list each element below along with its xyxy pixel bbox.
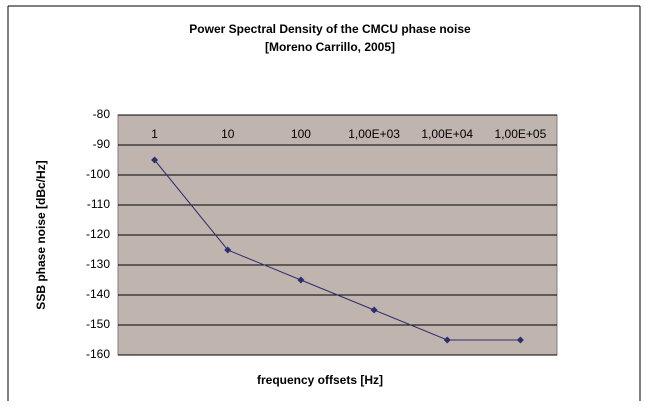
- marker: [443, 336, 451, 344]
- x-tick-label: 100: [291, 127, 311, 141]
- x-tick-label: 10: [221, 127, 235, 141]
- y-tick-label: -140: [86, 287, 110, 301]
- series-line: [154, 159, 521, 341]
- chart-title: Power Spectral Density of the CMCU phase…: [189, 22, 471, 36]
- marker: [370, 306, 378, 314]
- y-tick-label: -150: [86, 317, 110, 331]
- x-tick-label: 1,00E+04: [421, 127, 473, 141]
- y-tick-label: -130: [86, 257, 110, 271]
- marker: [224, 246, 232, 254]
- x-axis-label: frequency offsets [Hz]: [257, 373, 383, 387]
- y-axis-label: SSB phase noise [dBc/Hz]: [34, 160, 48, 309]
- y-tick-label: -160: [86, 347, 110, 361]
- x-tick-label: 1: [151, 127, 158, 141]
- y-tick-label: -110: [87, 197, 110, 211]
- x-tick-label: 1,00E+05: [495, 127, 547, 141]
- y-tick-label: -100: [86, 167, 110, 181]
- y-tick-label: -90: [93, 137, 111, 151]
- x-tick-label: 1,00E+03: [348, 127, 400, 141]
- y-tick-label: -80: [93, 107, 111, 121]
- y-tick-label: -120: [86, 227, 110, 241]
- marker: [297, 276, 305, 284]
- marker: [151, 156, 159, 164]
- marker: [516, 336, 524, 344]
- chart-subtitle: [Moreno Carrillo, 2005]: [265, 40, 395, 54]
